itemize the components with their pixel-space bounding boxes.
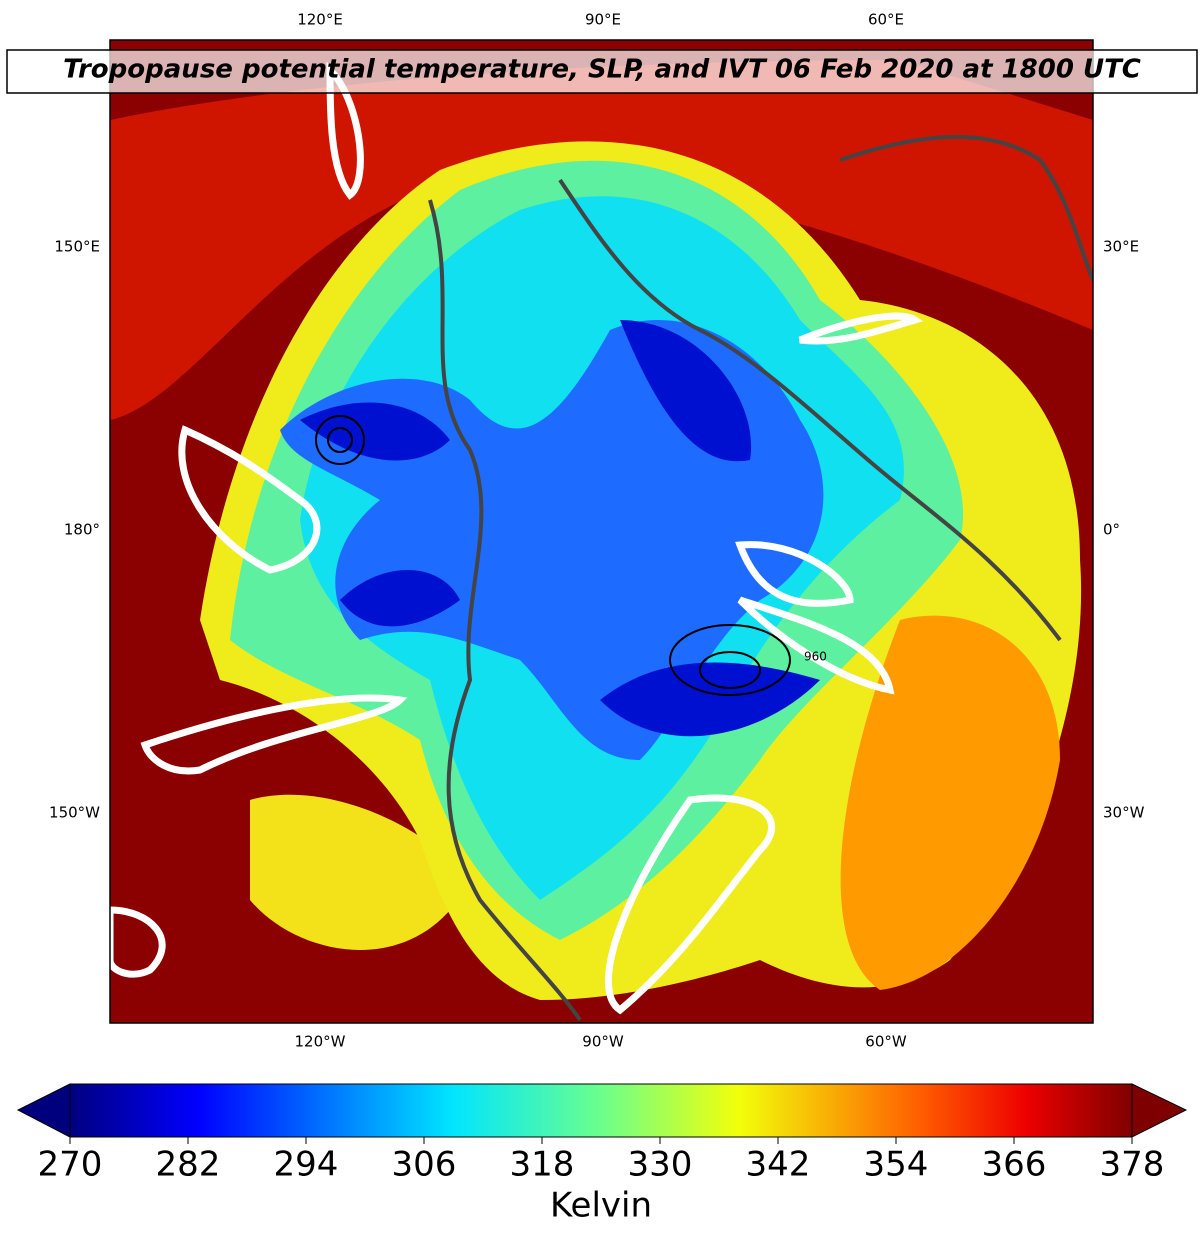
- lon-label: 0°: [1103, 521, 1120, 539]
- lon-label: 90°E: [585, 11, 621, 29]
- colorbar-over: [1131, 1083, 1188, 1138]
- lon-label: 150°W: [49, 804, 100, 822]
- colorbar-tick-label: 354: [864, 1145, 929, 1185]
- lon-label: 180°: [64, 521, 100, 539]
- lon-label: 60°W: [865, 1033, 907, 1051]
- warm-band: [110, 60, 1093, 420]
- contour-label: 960: [804, 650, 827, 664]
- colorbar-tick-label: 294: [274, 1145, 339, 1185]
- coldest-region: [300, 320, 820, 737]
- colorbar-tick-label: 306: [392, 1145, 457, 1185]
- title-box: [6, 49, 1198, 94]
- colorbar-tick-label: 342: [746, 1145, 811, 1185]
- colorbar-body: [69, 1083, 1133, 1138]
- lon-label: 30°E: [1103, 238, 1139, 256]
- lon-label: 150°E: [54, 238, 100, 256]
- slp-contours: [315, 415, 791, 696]
- warm-tongue: [250, 794, 470, 950]
- colorbar-tick-label: 318: [510, 1145, 575, 1185]
- map: 960: [110, 40, 1093, 1023]
- colorbar-label: Kelvin: [550, 1186, 652, 1226]
- lon-label: 30°W: [1103, 804, 1145, 822]
- colorbar: Kelvin: [16, 1083, 1188, 1226]
- colorbar-tick-label: 366: [982, 1145, 1047, 1185]
- colorbar-tick-label: 282: [156, 1145, 221, 1185]
- warm-region: [840, 615, 1060, 990]
- lon-label: 90°W: [582, 1033, 624, 1051]
- map-frame: [109, 39, 1094, 1024]
- colorbar-tick-label: 270: [38, 1145, 103, 1185]
- title: Tropopause potential temperature, SLP, a…: [63, 55, 1141, 85]
- lon-label: 120°W: [295, 1033, 346, 1051]
- colorbar-tick-label: 330: [628, 1145, 693, 1185]
- coastlines: [428, 134, 1093, 1022]
- colorbar-under: [16, 1083, 71, 1138]
- lon-label: 120°E: [297, 11, 343, 29]
- colorbar-tick-label: 378: [1100, 1145, 1165, 1185]
- ivt-contours: [110, 61, 924, 1015]
- lon-label: 60°E: [868, 11, 904, 29]
